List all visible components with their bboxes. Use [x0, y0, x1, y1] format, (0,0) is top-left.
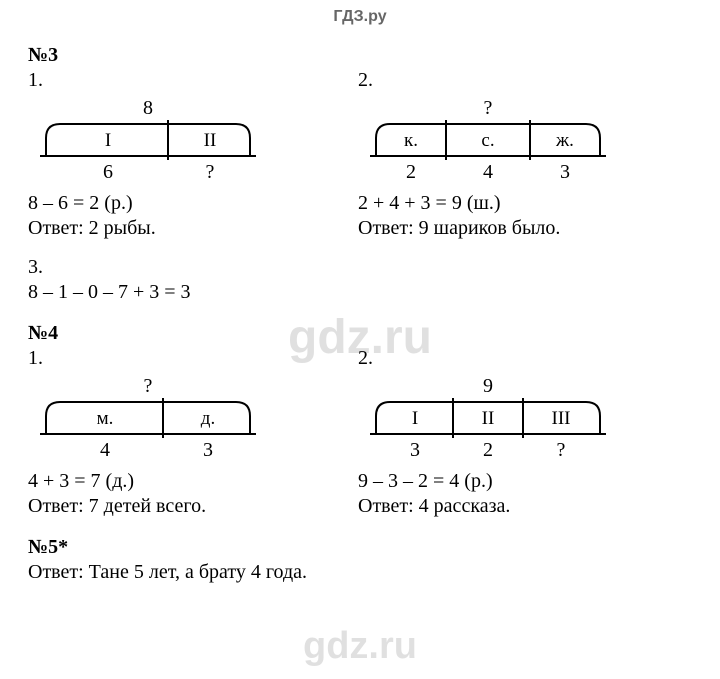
diag-bottom-label: 4 [100, 439, 110, 461]
diag-bottom-label: 2 [483, 439, 493, 461]
calc-line: 8 – 6 = 2 (р.) [28, 192, 358, 215]
prob-number: 1. [28, 347, 358, 370]
bar-diagram: ? м. д. 4 3 [28, 376, 358, 468]
sec4-prob1: 1. ? м. д. 4 3 4 + 3 = 7 (д.) Ответ: 7 д… [28, 345, 358, 520]
diag-bottom-label: 3 [410, 439, 420, 461]
diag-bottom-label: 4 [483, 161, 493, 183]
diag-seg-label: с. [481, 130, 494, 151]
answer-line: Ответ: 2 рыбы. [28, 217, 358, 240]
answer-line: Ответ: 7 детей всего. [28, 495, 358, 518]
diag-seg-label: ж. [555, 130, 574, 151]
prob-number: 2. [358, 69, 692, 92]
diag-bottom-label: ? [206, 161, 215, 183]
diag-seg-label: д. [201, 408, 215, 429]
sec3-prob2: 2. ? к. с. ж. 2 4 3 2 + 4 + 3 = 9 (ш.) О… [358, 67, 692, 242]
section-3-heading: №3 [28, 44, 692, 67]
prob-number: 3. [28, 256, 692, 279]
page-content: №3 1. 8 I II 6 ? 8 – 6 = 2 (р.) Ответ: 2… [0, 26, 720, 596]
prob-number: 1. [28, 69, 358, 92]
section-4-heading: №4 [28, 322, 692, 345]
diag-bottom-label: 6 [103, 161, 113, 183]
answer-line: Ответ: Тане 5 лет, а брату 4 года. [28, 561, 692, 584]
calc-line: 8 – 1 – 0 – 7 + 3 = 3 [28, 281, 692, 304]
prob-number: 2. [358, 347, 692, 370]
section-5-heading: №5* [28, 536, 692, 559]
diag-bottom-label: 2 [406, 161, 416, 183]
site-header: ГДЗ.ру [0, 0, 720, 26]
answer-line: Ответ: 4 рассказа. [358, 495, 692, 518]
diag-top-label: ? [144, 376, 153, 397]
diag-top-label: 9 [483, 376, 493, 397]
calc-line: 4 + 3 = 7 (д.) [28, 470, 358, 493]
watermark-2: gdz.ru [303, 625, 417, 668]
diag-seg-label: II [204, 130, 217, 151]
diag-seg-label: к. [404, 130, 418, 151]
sec4-prob2: 2. 9 I II III 3 2 ? 9 – 3 – 2 = 4 (р.) О… [358, 345, 692, 520]
bar-diagram: 9 I II III 3 2 ? [358, 376, 692, 468]
answer-line: Ответ: 9 шариков было. [358, 217, 692, 240]
diag-bottom-label: 3 [560, 161, 570, 183]
diag-seg-label: м. [97, 408, 114, 429]
diag-seg-label: II [482, 408, 495, 429]
diag-bottom-label: ? [557, 439, 566, 461]
sec3-prob1: 1. 8 I II 6 ? 8 – 6 = 2 (р.) Ответ: 2 ры… [28, 67, 358, 242]
diag-seg-label: III [552, 408, 571, 429]
bar-diagram: 8 I II 6 ? [28, 98, 358, 190]
diag-top-label: ? [484, 98, 493, 119]
diag-bottom-label: 3 [203, 439, 213, 461]
diag-seg-label: I [105, 130, 111, 151]
diag-outline [46, 402, 250, 434]
diag-outline [46, 124, 250, 156]
bar-diagram: ? к. с. ж. 2 4 3 [358, 98, 692, 190]
diag-seg-label: I [412, 408, 418, 429]
calc-line: 9 – 3 – 2 = 4 (р.) [358, 470, 692, 493]
calc-line: 2 + 4 + 3 = 9 (ш.) [358, 192, 692, 215]
diag-top-label: 8 [143, 98, 153, 119]
